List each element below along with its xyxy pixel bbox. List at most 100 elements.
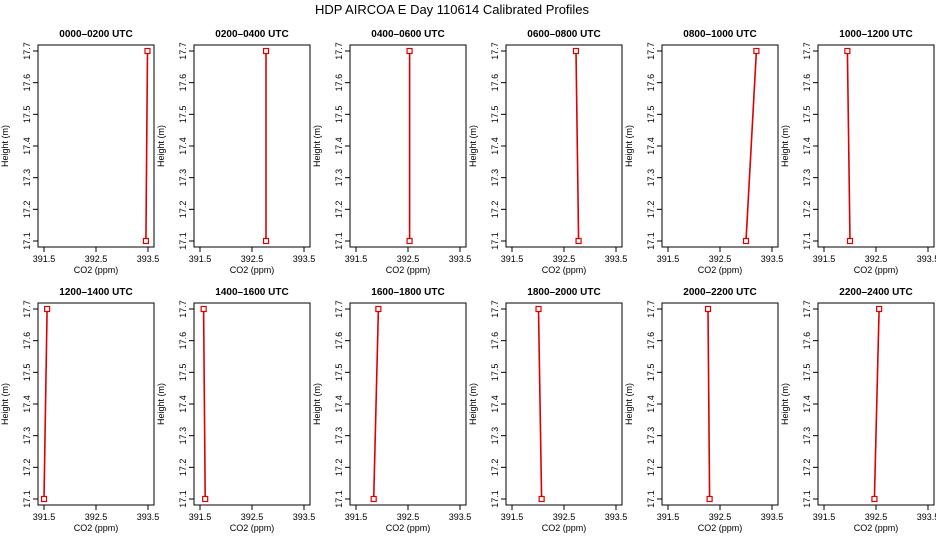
data-point: [44, 305, 51, 313]
panel-title: 0000–0200 UTC: [59, 29, 132, 40]
x-axis-label: CO2 (ppm): [386, 523, 431, 533]
y-axis-label: Height (m): [468, 383, 478, 425]
x-tick-label: 392.5: [397, 512, 420, 522]
y-tick-label: 17.3: [802, 169, 812, 187]
y-tick-label: 17.6: [22, 74, 32, 92]
y-tick-label: 17.6: [334, 332, 344, 350]
x-tick-label: 391.5: [345, 512, 368, 522]
y-tick-label: 17.7: [334, 42, 344, 60]
data-point: [262, 47, 270, 55]
y-tick-label: 17.2: [802, 459, 812, 477]
y-tick-label: 17.1: [334, 490, 344, 508]
panel-title: 1200–1400 UTC: [59, 287, 132, 298]
y-tick-label: 17.6: [646, 74, 656, 92]
x-tick-label: 393.5: [605, 512, 628, 522]
x-tick-label: 392.5: [241, 254, 264, 264]
y-tick-label: 17.3: [646, 169, 656, 187]
panel-10: 1800–2000 UTC 391.5 392.5 393.5 17.1 17.2 17.3…: [468, 287, 627, 533]
y-tick-label: 17.6: [490, 332, 500, 350]
x-tick-label: 392.5: [85, 512, 108, 522]
plot-frame: [349, 44, 467, 248]
panel-4: 0600–0800 UTC 391.5 392.5 393.5 17.1 17.2 17.3…: [468, 29, 627, 275]
x-tick-label: 391.5: [33, 512, 56, 522]
x-tick-label: 391.5: [657, 254, 680, 264]
y-tick-label: 17.5: [802, 364, 812, 382]
y-tick-label: 17.3: [178, 169, 188, 187]
plot-frame: [661, 302, 779, 506]
data-point: [753, 47, 760, 55]
x-tick-label: 392.5: [709, 254, 732, 264]
y-tick-label: 17.7: [646, 42, 656, 60]
y-axis-label: Height (m): [312, 125, 322, 167]
x-axis-label: CO2 (ppm): [386, 265, 431, 275]
x-tick-label: 392.5: [553, 254, 576, 264]
y-tick-label: 17.1: [334, 232, 344, 250]
plot-frame: [817, 44, 935, 248]
panel-12: 2200–2400 UTC 391.5 392.5 393.5 17.1 17.2 17.3…: [780, 287, 936, 533]
y-tick-label: 17.3: [334, 169, 344, 187]
y-tick-label: 17.1: [490, 232, 500, 250]
panel-3: 0400–0600 UTC 391.5 392.5 393.5 17.1 17.2 17.3…: [312, 29, 471, 275]
x-axis-label: CO2 (ppm): [74, 523, 119, 533]
y-tick-label: 17.4: [22, 395, 32, 413]
y-tick-label: 17.4: [22, 137, 32, 155]
plot-frame: [505, 44, 623, 248]
x-tick-label: 393.5: [449, 254, 472, 264]
x-axis-label: CO2 (ppm): [854, 265, 899, 275]
x-tick-label: 392.5: [241, 512, 264, 522]
panel-title: 2200–2400 UTC: [839, 287, 912, 298]
profile-line: [372, 308, 380, 500]
data-point: [572, 47, 580, 55]
profile-line: [846, 50, 851, 242]
y-tick-label: 17.4: [334, 395, 344, 413]
y-tick-label: 17.3: [802, 427, 812, 445]
x-tick-label: 393.5: [605, 254, 628, 264]
plot-frame: [37, 44, 155, 248]
panel-title: 1600–1800 UTC: [371, 287, 444, 298]
data-point: [200, 305, 207, 313]
x-axis-label: CO2 (ppm): [542, 523, 587, 533]
panel-11: 2000–2200 UTC 391.5 392.5 393.5 17.1 17.2 17.3…: [624, 287, 783, 533]
y-tick-label: 17.2: [802, 201, 812, 219]
y-tick-label: 17.2: [646, 459, 656, 477]
y-tick-label: 17.2: [22, 201, 32, 219]
plot-frame: [661, 44, 779, 248]
data-point: [706, 495, 713, 503]
x-tick-label: 393.5: [293, 512, 316, 522]
data-point: [742, 237, 750, 245]
x-axis-label: CO2 (ppm): [74, 265, 119, 275]
y-tick-label: 17.7: [22, 42, 32, 60]
y-tick-label: 17.4: [490, 137, 500, 155]
panel-title: 1400–1600 UTC: [215, 287, 288, 298]
y-tick-label: 17.2: [178, 459, 188, 477]
data-point: [846, 237, 854, 245]
y-tick-label: 17.3: [22, 169, 32, 187]
panel-title: 1000–1200 UTC: [839, 29, 912, 40]
y-tick-label: 17.2: [490, 459, 500, 477]
data-point: [40, 495, 48, 503]
panel-6: 1000–1200 UTC 391.5 392.5 393.5 17.1 17.2 17.3…: [780, 29, 936, 275]
y-axis-label: Height (m): [468, 125, 478, 167]
x-axis-label: CO2 (ppm): [230, 265, 275, 275]
y-tick-label: 17.5: [178, 364, 188, 382]
panel-title: 1800–2000 UTC: [527, 287, 600, 298]
x-tick-label: 393.5: [137, 512, 160, 522]
y-axis-label: Height (m): [156, 125, 166, 167]
y-axis-label: Height (m): [0, 383, 10, 425]
y-tick-label: 17.7: [490, 42, 500, 60]
data-point: [406, 237, 413, 245]
data-point: [144, 47, 151, 55]
data-point: [370, 495, 377, 503]
y-tick-label: 17.1: [646, 490, 656, 508]
data-point: [538, 495, 545, 503]
y-tick-label: 17.6: [802, 74, 812, 92]
plot-frame: [37, 302, 155, 506]
figure-title: HDP AIRCOA E Day 110614 Calibrated Profi…: [315, 2, 590, 17]
y-tick-label: 17.5: [334, 106, 344, 124]
x-tick-label: 393.5: [449, 512, 472, 522]
x-tick-label: 393.5: [761, 512, 784, 522]
y-tick-label: 17.4: [178, 395, 188, 413]
y-tick-label: 17.1: [178, 490, 188, 508]
panel-title: 0600–0800 UTC: [527, 29, 600, 40]
data-point: [871, 495, 878, 503]
